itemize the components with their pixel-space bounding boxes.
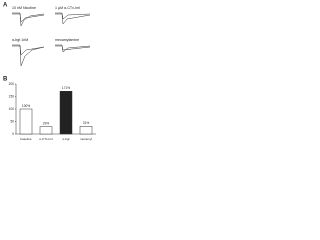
value-label: 171% [62, 86, 70, 90]
trace [55, 13, 91, 25]
value-label: 100% [22, 104, 30, 108]
figure: A 10 nM Nicotine 1 µM α-CTx-ImI α-bgt 1n… [0, 0, 100, 147]
trace-label: 1 µM α-CTx-ImI [55, 6, 80, 10]
x-tick-label: baseline [20, 137, 32, 141]
bar [19, 108, 33, 135]
value-label: 29% [43, 122, 50, 126]
trace [55, 44, 91, 53]
y-tick-label: 200 [9, 82, 15, 86]
y-tick-label: 0 [12, 132, 14, 136]
trace [12, 44, 45, 67]
trace-label: α-bgt 1nM [12, 38, 28, 42]
trace [12, 12, 45, 27]
bar [39, 126, 53, 135]
figure-svg: A 10 nM Nicotine 1 µM α-CTx-ImI α-bgt 1n… [3, 3, 96, 141]
panel-label: A [3, 3, 8, 9]
value-label: 31% [83, 121, 90, 125]
trace-label: 10 nM Nicotine [12, 6, 36, 10]
x-tick-label: mecamyl [80, 137, 92, 141]
bar [79, 126, 93, 135]
trace [12, 45, 45, 56]
y-tick-label: 150 [9, 94, 15, 98]
y-tick-label: 100 [9, 107, 15, 111]
trace-label: mecamylamine [55, 38, 79, 42]
panel-label: B [3, 77, 8, 83]
bar [59, 91, 73, 135]
x-tick-label: α-CTx-ImI [39, 137, 53, 141]
y-tick-label: 50 [10, 119, 14, 123]
trace [12, 13, 45, 23]
x-tick-label: α-bgt [63, 137, 70, 141]
trace [55, 45, 91, 51]
trace [55, 12, 91, 20]
